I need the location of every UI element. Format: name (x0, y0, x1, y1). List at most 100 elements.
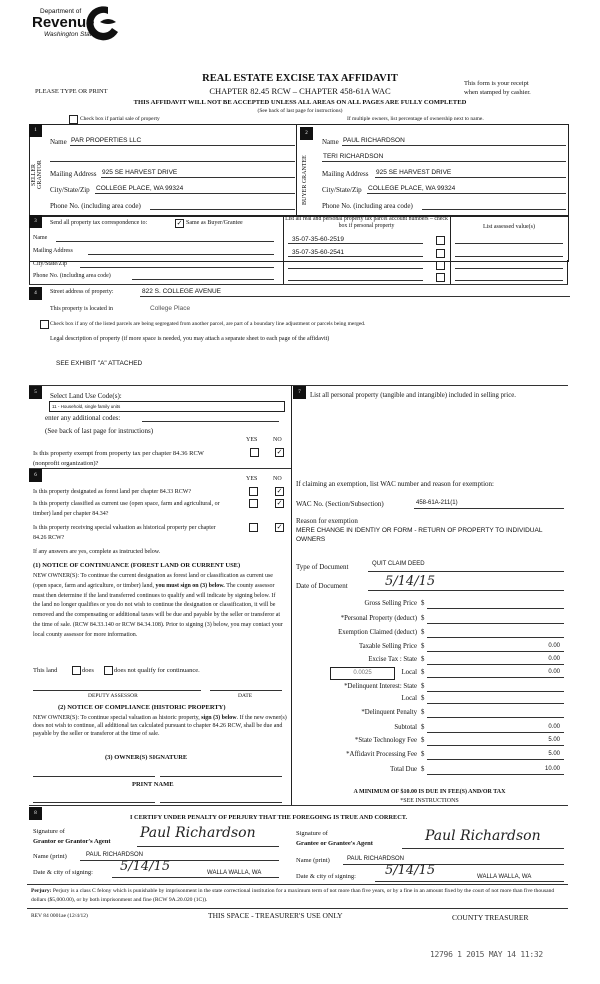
fee-label: *Personal Property (deduct) (340, 615, 417, 622)
segregated-checkbox[interactable] (40, 320, 49, 329)
fee-label: Local (401, 669, 417, 676)
grantee-name[interactable]: PAUL RICHARDSON (347, 856, 405, 862)
currency-sign: $ (421, 615, 425, 622)
forest-no-checkbox[interactable]: ✓ (275, 487, 284, 496)
exempt-yes-checkbox[interactable] (250, 448, 259, 457)
exempt-no-checkbox[interactable]: ✓ (275, 448, 284, 457)
personal-property-label: List all personal property (tangible and… (310, 392, 516, 399)
forest-question: Is this property designated as forest la… (33, 489, 192, 495)
seller-buyer-box (29, 124, 569, 217)
corr-name-label: Name (33, 235, 48, 241)
buyer-name-2[interactable]: TERI RICHARDSON (323, 153, 384, 160)
local-rate-input[interactable]: 0.0025 (330, 667, 395, 680)
doc-date[interactable]: 5/14/15 (385, 574, 436, 589)
no-header: NO (273, 437, 282, 443)
multiple-owners: If multiple owners, list percentage of o… (347, 116, 484, 122)
fee-value[interactable]: 5.00 (548, 737, 560, 743)
legal-label: Legal description of property (if more s… (50, 336, 330, 342)
partial-sale-label: Check box if partial sale of property (80, 116, 160, 122)
grantor-name[interactable]: PAUL RICHARDSON (86, 852, 144, 858)
wac-label: WAC No. (Section/Subsection) (296, 500, 384, 508)
grantee-city[interactable]: WALLA WALLA, WA (477, 874, 532, 880)
send-correspondence-label: Send all property tax correspondence to: (50, 220, 148, 226)
grantor-city[interactable]: WALLA WALLA, WA (207, 870, 262, 876)
yes-header: YES (246, 437, 258, 443)
does-not-checkbox[interactable] (104, 666, 113, 675)
seller-mail[interactable]: 925 SE HARVEST DRIVE (102, 169, 178, 176)
fee-value[interactable]: 0.00 (548, 669, 560, 675)
personal-property-checkbox-1[interactable] (436, 236, 445, 245)
grantor-signature[interactable]: Paul Richardson (140, 825, 256, 841)
doc-type[interactable]: QUIT CLAIM DEED (372, 561, 425, 567)
does-label: does (82, 667, 94, 674)
grantee-signature[interactable]: Paul Richardson (425, 828, 541, 844)
state-name: Washington State (44, 31, 96, 38)
print-name-label: PRINT NAME (132, 781, 174, 788)
grantee-date[interactable]: 5/14/15 (385, 863, 436, 878)
no-header-6: NO (273, 476, 282, 482)
current-use-question: Is this property classified as current u… (33, 501, 220, 517)
seller-name[interactable]: PAR PROPERTIES LLC (71, 137, 142, 144)
currency-sign: $ (421, 709, 425, 716)
grantee-date-city-label: Date & city of signing: (296, 873, 356, 880)
corr-city-label: City/State/Zip (33, 261, 67, 267)
buyer-name[interactable]: PAUL RICHARDSON (343, 137, 405, 144)
seller-city[interactable]: COLLEGE PLACE, WA 99324 (96, 185, 184, 192)
grantee-agent-label: Grantee or Grantee's Agent (296, 840, 373, 847)
section-8-number: 8 (29, 807, 42, 820)
does-not-label: does not qualify for continuance. (114, 667, 200, 674)
historic-question: Is this property receiving special valua… (33, 525, 216, 541)
fee-value[interactable]: 0.00 (548, 656, 560, 662)
fee-label: Taxable Selling Price (358, 643, 417, 650)
same-as-buyer-label: Same as Buyer/Grantee (186, 220, 243, 226)
fee-value[interactable]: 5.00 (548, 751, 560, 757)
minimum-due: A MINIMUM OF $10.00 IS DUE IN FEE(S) AND… (353, 789, 506, 795)
section-7-number: 7 (293, 386, 306, 399)
section-4-number: 4 (29, 287, 42, 300)
buyer-mail[interactable]: 925 SE HARVEST DRIVE (376, 169, 452, 176)
doc-type-label: Type of Document (296, 563, 349, 571)
see-back: (See back of last page for instructions) (257, 108, 343, 114)
does-checkbox[interactable] (72, 666, 81, 675)
wac-number[interactable]: 458-61A-211(1) (416, 500, 458, 506)
parcel-number-2[interactable]: 35-07-35-60-2541 (292, 249, 345, 256)
doc-date-label: Date of Document (296, 582, 348, 590)
fee-value[interactable]: 0.00 (548, 643, 560, 649)
same-as-buyer-checkbox[interactable]: ✓ (175, 219, 184, 228)
legal-description[interactable]: SEE EXHIBIT "A" ATTACHED (56, 360, 143, 367)
exemption-reason[interactable]: MERE CHANGE IN IDENTIY OR FORM - RETURN … (296, 527, 543, 543)
current-use-yes-checkbox[interactable] (249, 499, 258, 508)
currency-sign: $ (421, 656, 425, 663)
notice-continuance-text: NEW OWNER(S): To continue the current de… (33, 573, 283, 638)
buyer-city[interactable]: COLLEGE PLACE, WA 99324 (368, 185, 456, 192)
buyer-phone-label: Phone No. (including area code) (322, 202, 413, 210)
fee-value[interactable]: 0.00 (548, 724, 560, 730)
exempt-question: Is this property exempt from property ta… (33, 450, 204, 467)
see-instructions: *SEE INSTRUCTIONS (400, 798, 459, 804)
personal-property-checkbox-3[interactable] (436, 261, 445, 270)
partial-sale-checkbox[interactable] (69, 115, 78, 124)
personal-property-checkbox-2[interactable] (436, 249, 445, 258)
fee-value[interactable]: 10.00 (544, 766, 560, 772)
corr-phone-label: Phone No. (including area code) (33, 273, 111, 279)
parcel-number-1[interactable]: 35-07-35-60-2519 (292, 236, 345, 243)
located-in[interactable]: College Place (150, 305, 191, 312)
land-use-code-select[interactable]: 11 - Household, single family units (49, 401, 285, 412)
certify-statement: I CERTIFY UNDER PENALTY OF PERJURY THAT … (130, 814, 408, 821)
buyer-name-label: Name (322, 138, 339, 146)
currency-sign: $ (421, 643, 425, 650)
street-address[interactable]: 822 S. COLLEGE AVENUE (142, 288, 221, 295)
historic-yes-checkbox[interactable] (249, 523, 258, 532)
segregated-label: Check box if any of the listed parcels a… (50, 321, 366, 327)
section-5-number: 5 (29, 386, 42, 399)
forest-yes-checkbox[interactable] (249, 487, 258, 496)
county-treasurer: COUNTY TREASURER (452, 913, 529, 922)
current-use-no-checkbox[interactable]: ✓ (275, 499, 284, 508)
currency-sign: $ (421, 600, 425, 607)
personal-property-checkbox-4[interactable] (436, 273, 445, 282)
grantor-name-label: Name (print) (33, 853, 67, 860)
grantor-date[interactable]: 5/14/15 (120, 859, 171, 874)
seller-mail-label: Mailing Address (50, 170, 97, 178)
grantee-sig-of: Signature of (296, 830, 328, 837)
historic-no-checkbox[interactable]: ✓ (275, 523, 284, 532)
